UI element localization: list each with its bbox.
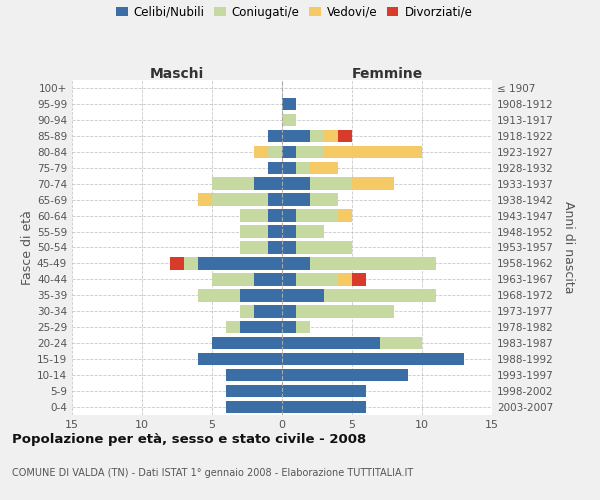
Bar (268, 194, 282, 206)
Bar (282, 257, 310, 270)
Bar (282, 178, 310, 190)
Bar (212, 273, 254, 285)
Bar (212, 337, 282, 349)
Bar (338, 273, 352, 285)
Bar (198, 289, 240, 302)
Bar (198, 194, 212, 206)
Bar (310, 178, 352, 190)
Bar (240, 210, 268, 222)
Bar (268, 226, 282, 238)
Bar (282, 305, 296, 318)
Bar (226, 385, 282, 398)
Text: COMUNE DI VALDA (TN) - Dati ISTAT 1° gennaio 2008 - Elaborazione TUTTITALIA.IT: COMUNE DI VALDA (TN) - Dati ISTAT 1° gen… (12, 468, 413, 477)
Bar (296, 146, 324, 158)
Bar (226, 369, 282, 382)
Bar (296, 210, 338, 222)
Bar (324, 289, 436, 302)
Bar (254, 146, 268, 158)
Bar (310, 162, 338, 174)
Bar (282, 273, 296, 285)
Bar (254, 178, 282, 190)
Bar (240, 226, 268, 238)
Bar (352, 178, 394, 190)
Bar (338, 130, 352, 142)
Bar (282, 114, 296, 126)
Bar (282, 130, 310, 142)
Bar (282, 321, 296, 334)
Bar (310, 257, 436, 270)
Bar (296, 226, 324, 238)
Bar (282, 146, 296, 158)
Bar (170, 257, 184, 270)
Bar (282, 289, 324, 302)
Bar (240, 289, 282, 302)
Bar (254, 305, 282, 318)
Text: Femmine: Femmine (352, 67, 422, 81)
Bar (282, 385, 366, 398)
Y-axis label: Anni di nascita: Anni di nascita (562, 201, 575, 294)
Bar (226, 321, 240, 334)
Bar (324, 146, 422, 158)
Text: Maschi: Maschi (150, 67, 204, 81)
Bar (296, 162, 310, 174)
Bar (184, 257, 198, 270)
Bar (296, 305, 394, 318)
Bar (268, 130, 282, 142)
Bar (268, 162, 282, 174)
Bar (240, 321, 282, 334)
Bar (282, 242, 296, 254)
Bar (324, 130, 338, 142)
Bar (310, 194, 338, 206)
Bar (282, 353, 464, 366)
Bar (296, 242, 352, 254)
Text: Popolazione per età, sesso e stato civile - 2008: Popolazione per età, sesso e stato civil… (12, 432, 366, 446)
Bar (282, 162, 296, 174)
Bar (240, 242, 268, 254)
Bar (268, 146, 282, 158)
Bar (352, 273, 366, 285)
Bar (212, 194, 268, 206)
Bar (198, 353, 282, 366)
Bar (296, 273, 338, 285)
Bar (268, 210, 282, 222)
Legend: Celibi/Nubili, Coniugati/e, Vedovi/e, Divorziati/e: Celibi/Nubili, Coniugati/e, Vedovi/e, Di… (111, 1, 477, 24)
Bar (212, 178, 254, 190)
Bar (296, 321, 310, 334)
Bar (282, 98, 296, 110)
Bar (338, 210, 352, 222)
Bar (198, 257, 282, 270)
Bar (254, 273, 282, 285)
Bar (226, 401, 282, 413)
Bar (282, 337, 380, 349)
Y-axis label: Fasce di età: Fasce di età (21, 210, 34, 285)
Bar (282, 210, 296, 222)
Bar (380, 337, 422, 349)
Bar (282, 401, 366, 413)
Bar (268, 242, 282, 254)
Bar (282, 369, 408, 382)
Bar (310, 130, 324, 142)
Bar (282, 226, 296, 238)
Bar (240, 305, 254, 318)
Bar (282, 194, 310, 206)
